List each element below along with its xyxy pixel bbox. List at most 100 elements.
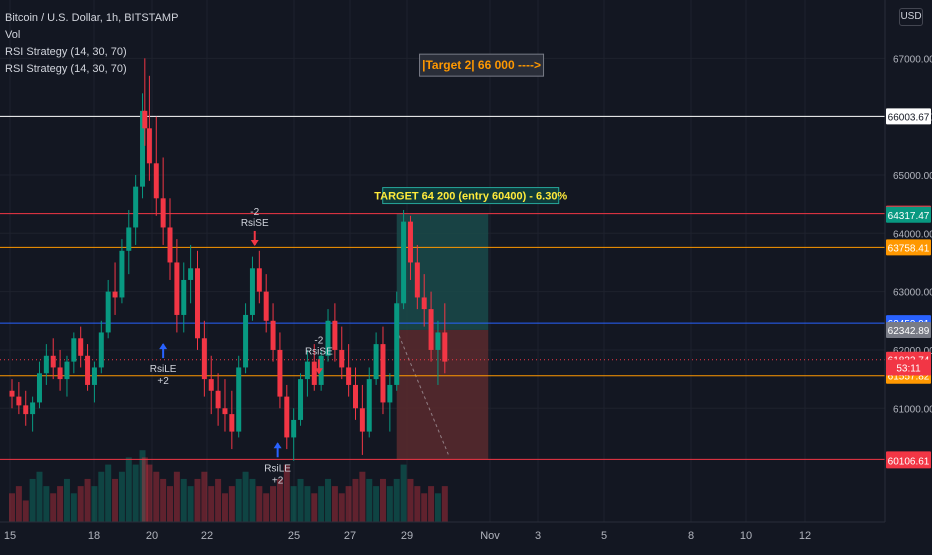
target-2-annotation-box	[419, 53, 545, 77]
indicator-rsi-strategy-2[interactable]: RSI Strategy (14, 30, 70)	[5, 63, 127, 75]
signal-label: RsiSE	[241, 218, 269, 229]
volume-bar	[77, 486, 84, 522]
indicator-volume[interactable]: Vol	[5, 29, 21, 41]
volume-bar	[112, 478, 119, 522]
position-path-line	[396, 329, 449, 455]
candle-body	[359, 408, 365, 432]
candle-body	[277, 349, 283, 397]
candle-body	[16, 396, 22, 406]
volume-bar	[22, 500, 29, 522]
currency-button[interactable]: USD	[899, 8, 923, 26]
symbol-title[interactable]: Bitcoin / U.S. Dollar, 1h, BITSTAMP	[5, 12, 179, 24]
volume-bar	[118, 471, 125, 522]
volume-bar	[414, 486, 421, 522]
candle-body	[442, 332, 448, 362]
time-tick-label: 3	[535, 530, 541, 542]
signal-label: RsiLE	[150, 364, 177, 375]
signal-qty: +2	[272, 475, 284, 486]
volume-bar	[400, 464, 407, 522]
candle-body	[98, 332, 104, 368]
price-tag-label: 64317.47	[888, 211, 930, 222]
price-tag-bg	[886, 359, 931, 376]
candle-body	[78, 338, 84, 356]
volume-bar	[242, 471, 249, 522]
candle-body	[263, 291, 269, 321]
volume-bar	[208, 486, 215, 522]
candle-body	[236, 367, 242, 432]
candle-body	[353, 384, 358, 409]
candle-body	[36, 373, 42, 403]
volume-bar	[338, 493, 345, 522]
candle-body	[119, 250, 125, 298]
position-label: TARGET 64 200 (entry 60400) - 6.30%	[374, 191, 567, 203]
volume-bar	[304, 486, 311, 522]
price-tag-label: 66003.67	[888, 112, 930, 123]
volume-bar	[132, 464, 139, 522]
candle-body	[256, 268, 262, 292]
time-tick-label: 8	[688, 530, 694, 542]
volume-bar	[393, 478, 400, 522]
price-tag-bg	[886, 452, 931, 469]
volume-bar	[15, 486, 22, 522]
price-tag-bg	[886, 239, 931, 256]
candle-body	[435, 332, 441, 350]
volume-bar	[428, 486, 435, 522]
price-tag-bg	[886, 321, 931, 338]
candle-body	[43, 355, 49, 374]
candle-body	[142, 110, 148, 129]
time-tick-label: Nov	[480, 530, 500, 542]
price-tick-label: 62000.00	[893, 346, 932, 357]
volume-bar	[215, 478, 222, 522]
candle-body	[298, 379, 304, 420]
price-tag-label: 61557.82	[888, 372, 930, 383]
candle-body	[373, 344, 379, 380]
volume-bar	[167, 486, 174, 522]
candle-body	[64, 361, 70, 380]
indicator-rsi-strategy-1[interactable]: RSI Strategy (14, 30, 70)	[5, 46, 127, 58]
signal-qty: -2	[250, 207, 259, 218]
candle-body	[401, 221, 407, 304]
volume-bar	[290, 486, 297, 522]
volume-bar	[221, 493, 228, 522]
signal-arrow-down-icon	[250, 239, 259, 246]
candle-body	[91, 367, 97, 385]
volume-bar	[249, 478, 256, 522]
volume-bar	[43, 486, 50, 522]
volume-bar	[441, 486, 448, 522]
volume-bar	[146, 464, 153, 522]
candle-body	[394, 303, 400, 385]
volume-bar	[50, 493, 57, 522]
volume-bar	[160, 478, 167, 522]
volume-bar	[379, 478, 386, 522]
volume-bar	[373, 486, 380, 522]
price-tag-label: 60106.61	[888, 456, 930, 467]
candle-body	[194, 268, 200, 339]
candle-body	[9, 390, 15, 397]
candle-body	[71, 338, 77, 362]
time-tick-label: 15	[4, 530, 16, 542]
volume-bar	[407, 478, 414, 522]
volume-bar	[153, 471, 160, 522]
volume-bar	[297, 478, 304, 522]
candle-body	[23, 405, 29, 415]
candle-body	[146, 128, 152, 164]
price-tick-label: 67000.00	[893, 54, 932, 65]
volume-bar	[173, 471, 180, 522]
candle-body	[407, 221, 413, 263]
signal-arrow-down-icon	[314, 368, 323, 375]
candle-body	[304, 361, 310, 380]
volume-bar	[57, 486, 64, 522]
volume-bar	[235, 478, 242, 522]
candle-body	[167, 227, 173, 263]
candle-body	[153, 163, 159, 199]
time-axis-bg	[0, 522, 885, 550]
volume-bar	[325, 478, 332, 522]
candle-body	[126, 227, 132, 251]
long-entry-signal: RsiLE+2	[264, 442, 291, 486]
volume-bar	[276, 478, 283, 522]
time-tick-label: 27	[344, 530, 356, 542]
position-label-box	[382, 187, 560, 205]
